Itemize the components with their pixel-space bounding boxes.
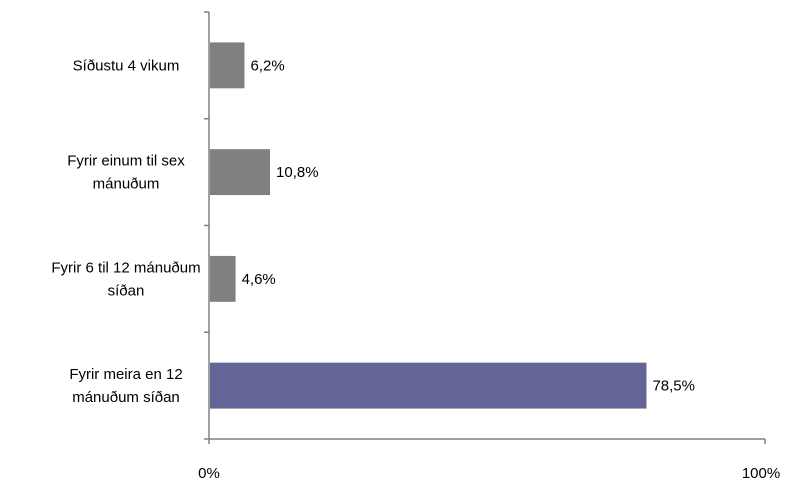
bar <box>210 42 245 89</box>
category-label: Fyrir einum til sex <box>67 153 185 170</box>
category-label: síðan <box>108 282 145 299</box>
data-label: 4,6% <box>242 271 276 288</box>
bar <box>210 255 236 302</box>
category-label: mánuðum síðan <box>72 389 180 406</box>
bar <box>210 149 271 196</box>
category-label: Fyrir 6 til 12 mánuðum <box>51 259 200 276</box>
category-label: Fyrir meira en 12 <box>69 366 182 383</box>
category-label: mánuðum <box>93 176 160 193</box>
x-tick-label: 0% <box>198 465 220 480</box>
bar <box>210 362 647 409</box>
data-label: 6,2% <box>250 57 284 74</box>
data-label: 78,5% <box>652 378 695 395</box>
data-label: 10,8% <box>276 164 319 181</box>
x-tick-label: 100% <box>742 465 780 480</box>
category-label: Síðustu 4 vikum <box>73 57 180 74</box>
